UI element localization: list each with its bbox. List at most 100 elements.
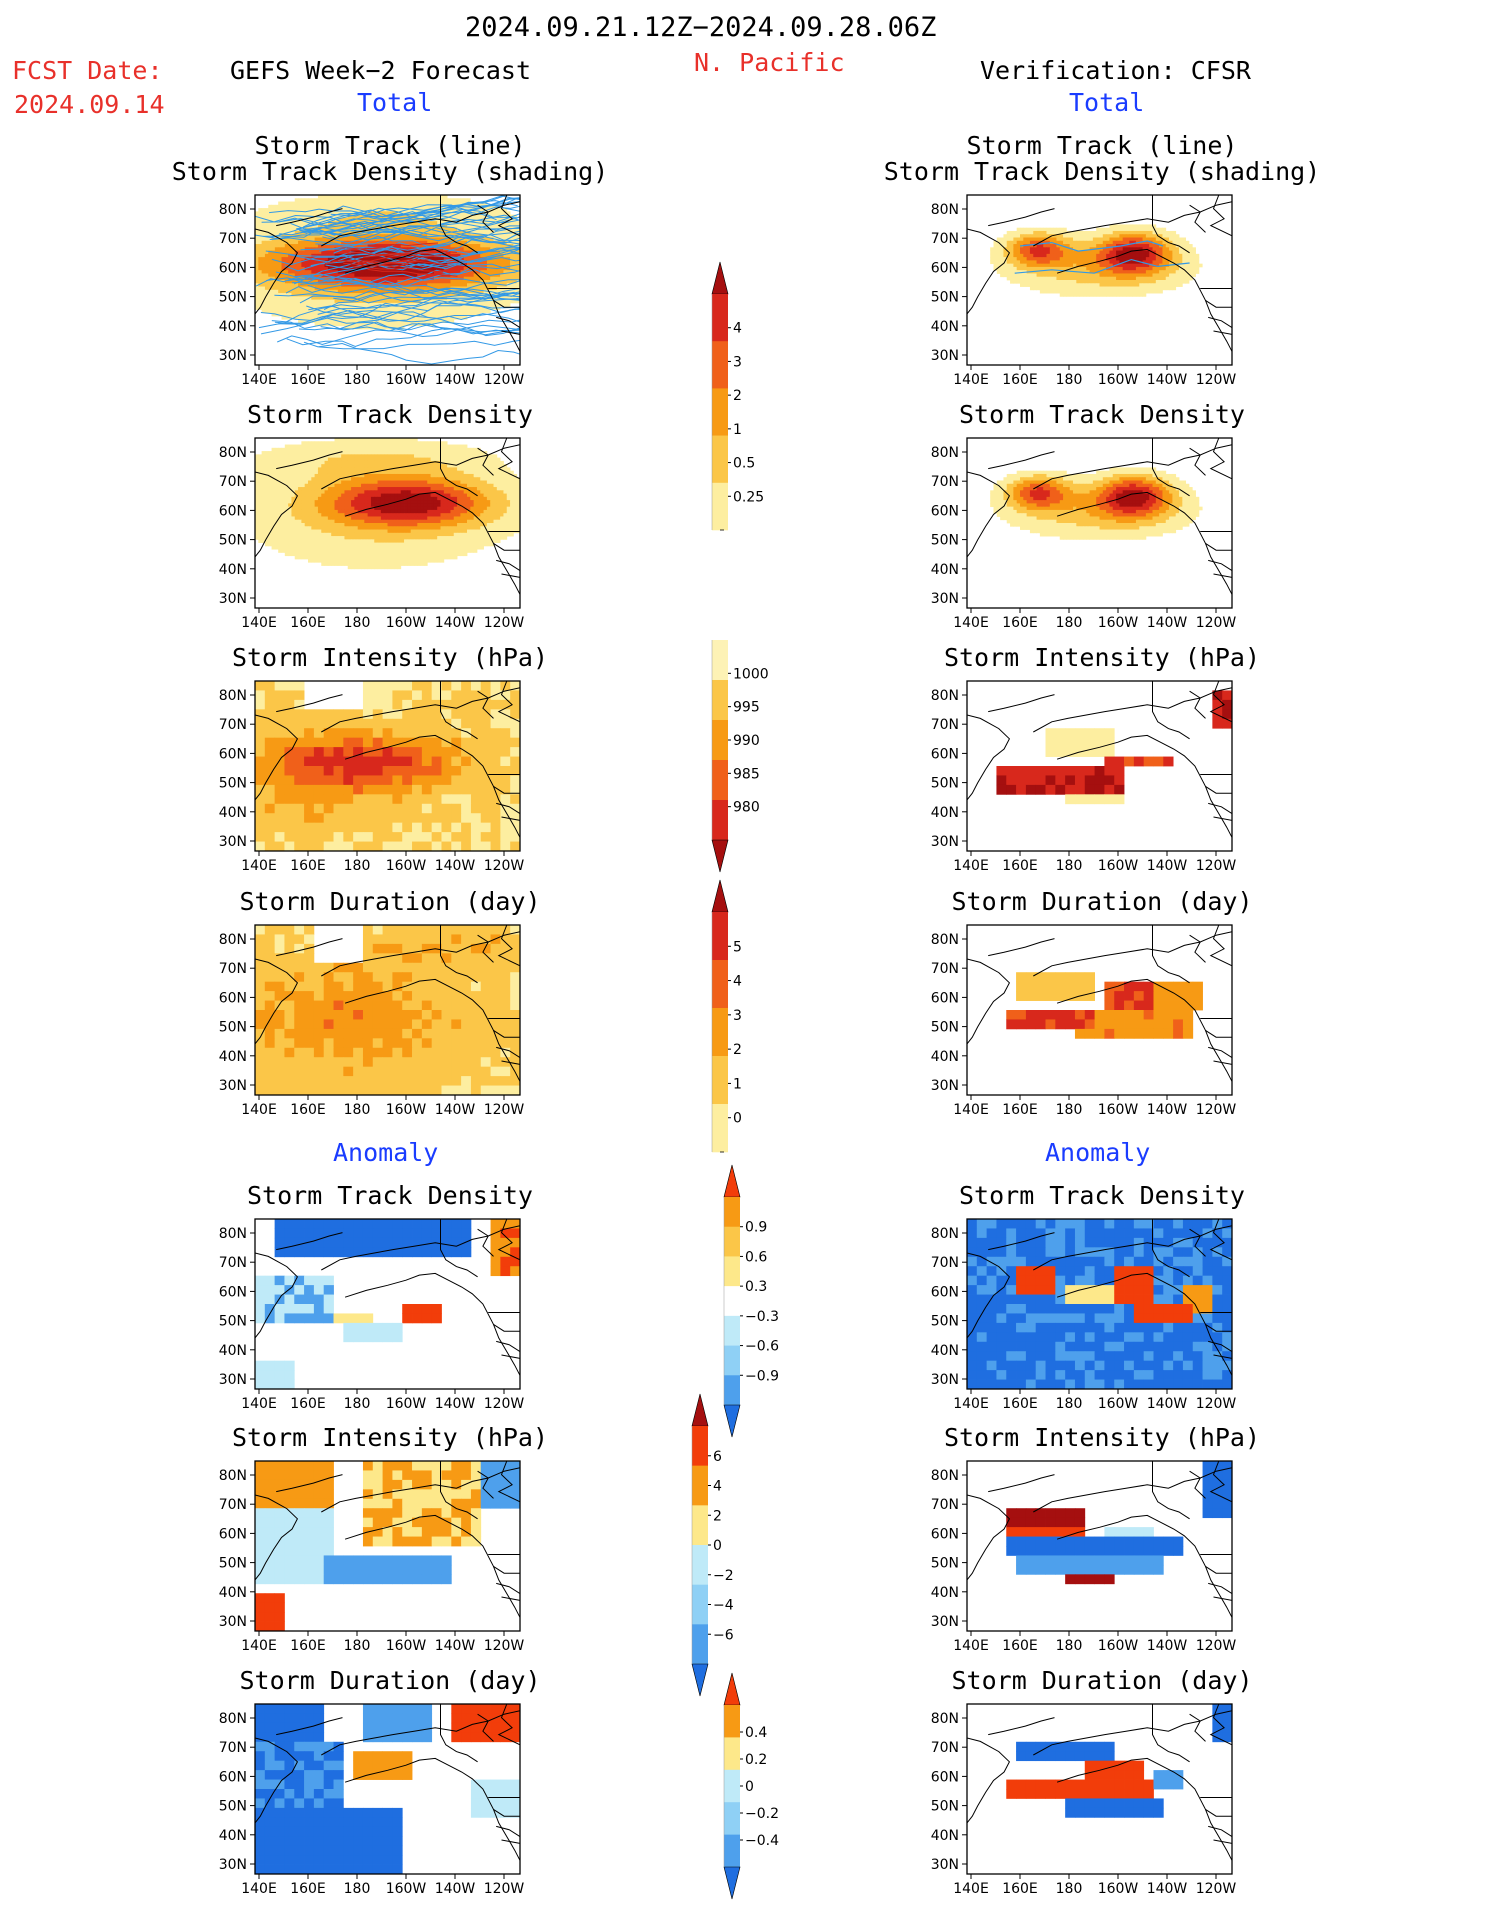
lat-tick-label: 80N xyxy=(219,445,247,461)
region-title: N. Pacific xyxy=(694,48,845,77)
lat-tick-label: 70N xyxy=(219,717,247,733)
total-label-left: Total xyxy=(357,88,433,117)
colorbar-label: 0.5 xyxy=(733,456,755,472)
lat-tick-label: 40N xyxy=(931,805,959,821)
lon-tick-label: 160E xyxy=(290,615,326,631)
lon-tick-label: 180 xyxy=(1056,1102,1083,1118)
map-panel-vf-track-line: 80N 70N 60N 50N 40N 30N 140E 160E 180 160W 140W 120… xyxy=(931,194,1252,411)
panel-title: Storm Track Density (shading) xyxy=(883,157,1321,186)
lon-tick-label: 160W xyxy=(1098,615,1139,631)
lat-tick-label: 50N xyxy=(219,533,247,549)
map-panel-fc-anom-intensity: 80N 70N 60N 50N 40N 30N 140E 160E 180 160W 140W 120… xyxy=(219,1460,540,1677)
lon-tick-label: 160W xyxy=(386,615,427,631)
lon-tick-label: 160E xyxy=(290,1638,326,1654)
lat-tick-label: 70N xyxy=(931,1497,959,1513)
lon-tick-label: 140W xyxy=(1147,1102,1188,1118)
lat-tick-label: 50N xyxy=(219,1799,247,1815)
lon-tick-label: 140E xyxy=(953,1638,989,1654)
map-svg: 80N 70N 60N 50N 40N 30N 140E 160E 180 160W 140W 120… xyxy=(219,680,524,874)
coastline xyxy=(967,1219,1232,1376)
map-svg: 80N 70N 60N 50N 40N 30N 140E 160E 180 160W 140W 120… xyxy=(931,1703,1236,1897)
lon-tick-label: 140E xyxy=(241,1638,277,1654)
shading-field xyxy=(990,224,1203,297)
colorbar-label: −6 xyxy=(713,1627,734,1643)
panel-title: Storm Track Density xyxy=(247,1181,533,1210)
lon-tick-label: 120W xyxy=(1196,1396,1237,1412)
lon-tick-label: 140W xyxy=(435,372,476,388)
fcst-date: 2024.09.14 xyxy=(14,90,165,119)
lat-tick-label: 70N xyxy=(931,1255,959,1271)
lat-tick-label: 60N xyxy=(219,260,247,276)
map-svg: 80N 70N 60N 50N 40N 30N 140E 160E 180 160W 140W 120… xyxy=(931,1460,1236,1654)
map-svg: 80N 70N 60N 50N 40N 30N 140E 160E 180 160W 140W 120… xyxy=(219,437,524,631)
lon-tick-label: 180 xyxy=(1056,1881,1083,1897)
lon-tick-label: 120W xyxy=(484,372,525,388)
coastline xyxy=(967,925,1232,1082)
colorbar-label: 2 xyxy=(733,1042,742,1058)
lon-tick-label: 140W xyxy=(1147,372,1188,388)
lat-tick-label: 70N xyxy=(219,474,247,490)
lon-tick-label: 160W xyxy=(386,1396,427,1412)
colorbar-label: 0 xyxy=(713,1538,722,1554)
lon-tick-label: 180 xyxy=(344,1638,371,1654)
lon-tick-label: 160W xyxy=(1098,1102,1139,1118)
verification-title: Verification: CFSR xyxy=(980,56,1251,85)
panel-title: Storm Intensity (hPa) xyxy=(231,1423,549,1452)
lon-tick-label: 160W xyxy=(386,372,427,388)
panel-title: Storm Track (line) xyxy=(966,131,1238,160)
lat-tick-label: 30N xyxy=(931,1857,959,1873)
colorbar-label: −0.2 xyxy=(745,1806,779,1822)
lat-tick-label: 80N xyxy=(219,1468,247,1484)
lat-tick-label: 40N xyxy=(931,1828,959,1844)
lat-tick-label: 40N xyxy=(931,1585,959,1601)
fcst-label: FCST Date: xyxy=(12,56,163,85)
lat-tick-label: 40N xyxy=(219,805,247,821)
panel-title: Storm Track Density xyxy=(959,400,1245,429)
coastline xyxy=(255,681,520,838)
lon-tick-label: 160W xyxy=(386,1881,427,1897)
panel-title: Storm Track Density (shading) xyxy=(171,157,609,186)
lat-tick-label: 50N xyxy=(219,290,247,306)
lat-tick-label: 60N xyxy=(219,1769,247,1785)
lon-tick-label: 140W xyxy=(435,1881,476,1897)
lon-tick-label: 140E xyxy=(241,615,277,631)
coastline xyxy=(967,195,1232,352)
colorbar-svg: 5 4 3 2 1 0 xyxy=(711,879,742,1153)
colorbar-svg: 0.4 0.2 0 −0.2 −0.4 xyxy=(723,1672,779,1900)
colorbar-anom-duration: 0.4 0.2 0 −0.2 −0.4 xyxy=(723,1672,794,1905)
panel-title: Storm Intensity (hPa) xyxy=(943,643,1261,672)
lat-tick-label: 50N xyxy=(219,1314,247,1330)
shading-field xyxy=(990,467,1203,540)
map-svg: 80N 70N 60N 50N 40N 30N 140E 160E 180 160W 140W 120… xyxy=(219,194,525,388)
colorbar-label: −0.3 xyxy=(745,1309,779,1325)
lat-tick-label: 70N xyxy=(931,474,959,490)
lat-tick-label: 80N xyxy=(931,1226,959,1242)
lon-tick-label: 120W xyxy=(1196,1102,1237,1118)
map-svg: 80N 70N 60N 50N 40N 30N 140E 160E 180 160W 140W 120… xyxy=(931,1218,1237,1412)
lon-tick-label: 120W xyxy=(1196,858,1237,874)
lon-tick-label: 140E xyxy=(241,1881,277,1897)
lon-tick-label: 180 xyxy=(344,372,371,388)
coastline xyxy=(967,1704,1232,1861)
lat-tick-label: 30N xyxy=(931,1614,959,1630)
lon-tick-label: 180 xyxy=(1056,1396,1083,1412)
map-svg: 80N 70N 60N 50N 40N 30N 140E 160E 180 160W 140W 120… xyxy=(219,924,524,1118)
lon-tick-label: 160W xyxy=(386,1102,427,1118)
colorbar-density: 4 3 2 1 0.5 0.25 xyxy=(711,261,782,536)
lat-tick-label: 70N xyxy=(931,961,959,977)
lon-tick-label: 160E xyxy=(290,1102,326,1118)
lat-tick-label: 70N xyxy=(219,1497,247,1513)
lat-tick-label: 60N xyxy=(931,503,959,519)
lon-tick-label: 160W xyxy=(1098,1638,1139,1654)
colorbar-svg: 4 3 2 1 0.5 0.25 xyxy=(711,261,764,531)
lat-tick-label: 40N xyxy=(219,562,247,578)
lat-tick-label: 60N xyxy=(931,1284,959,1300)
colorbar-label: 0.25 xyxy=(733,489,764,505)
lat-tick-label: 30N xyxy=(219,834,247,850)
lat-tick-label: 30N xyxy=(219,1078,247,1094)
colorbar-label: 1 xyxy=(733,422,742,438)
colorbar-label: −0.9 xyxy=(745,1368,779,1384)
shading-field xyxy=(996,690,1232,805)
lat-tick-label: 60N xyxy=(931,1526,959,1542)
coastline xyxy=(255,925,520,1082)
